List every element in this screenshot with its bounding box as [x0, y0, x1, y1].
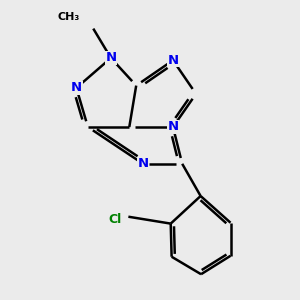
Text: N: N: [167, 54, 178, 67]
Text: N: N: [105, 52, 116, 64]
Text: Cl: Cl: [109, 212, 122, 226]
Text: N: N: [137, 157, 149, 170]
Text: N: N: [167, 121, 178, 134]
Text: CH₃: CH₃: [57, 12, 80, 22]
Text: N: N: [71, 81, 82, 94]
